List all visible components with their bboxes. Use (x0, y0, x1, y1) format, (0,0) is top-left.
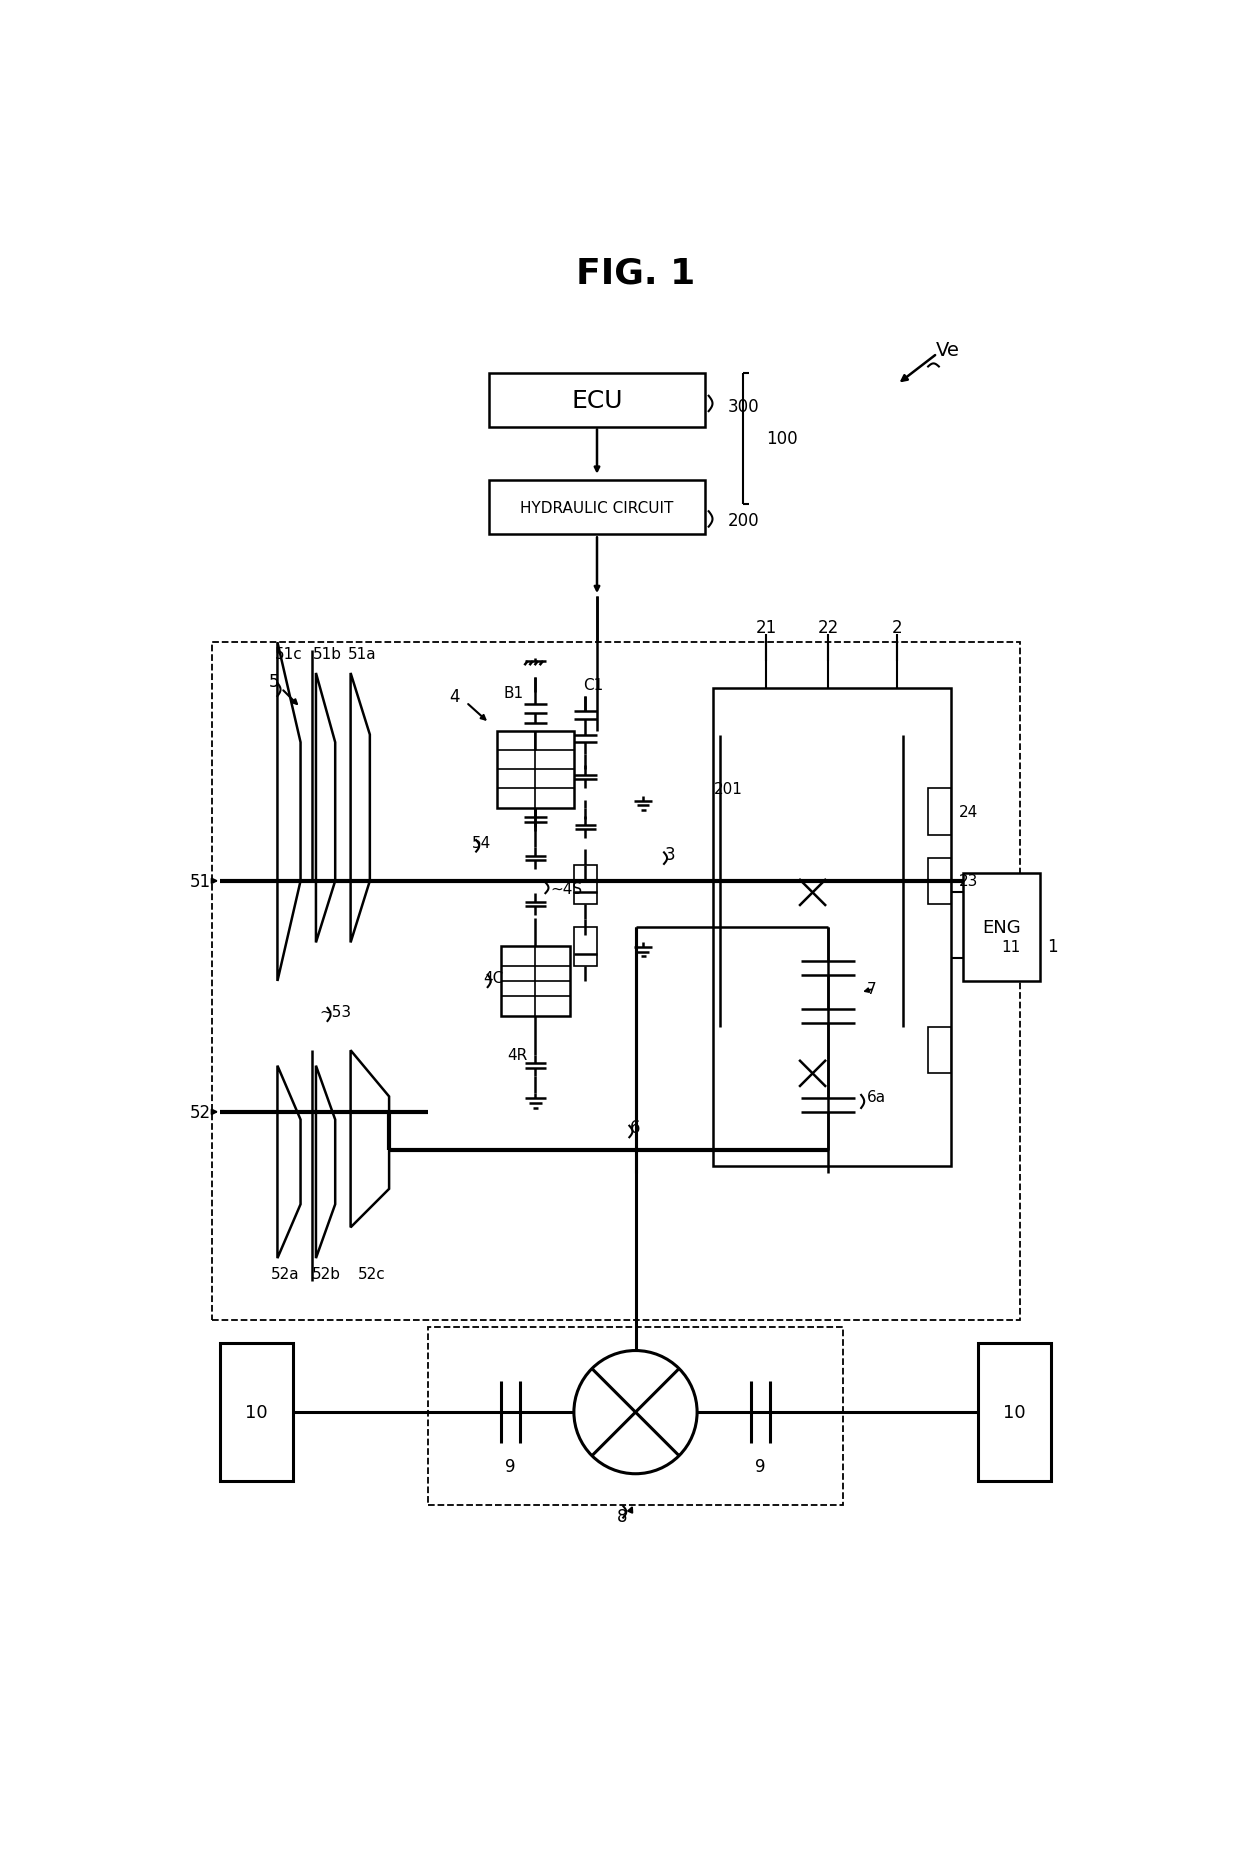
Bar (978, 1343, 1052, 1482)
Polygon shape (351, 673, 370, 942)
Text: 52b: 52b (311, 1267, 341, 1282)
Text: 10: 10 (1003, 1404, 1025, 1421)
Text: 54: 54 (472, 835, 491, 850)
Text: FIG. 1: FIG. 1 (575, 256, 696, 291)
Text: ~4S: ~4S (551, 881, 583, 896)
Text: 300: 300 (728, 397, 760, 416)
Bar (501, 946, 570, 1017)
Bar (490, 373, 704, 427)
Text: 3: 3 (665, 846, 676, 863)
Text: 52c: 52c (358, 1267, 386, 1282)
Text: 52a: 52a (270, 1267, 300, 1282)
Bar (574, 866, 596, 905)
Text: 201: 201 (713, 781, 743, 796)
Text: 22: 22 (817, 618, 838, 636)
Text: 11: 11 (1002, 939, 1021, 953)
Bar (428, 1328, 843, 1504)
Text: 24: 24 (959, 805, 978, 820)
Text: 9: 9 (505, 1458, 516, 1475)
Text: 6: 6 (630, 1119, 641, 1137)
Text: 51b: 51b (312, 647, 342, 662)
Bar (713, 688, 951, 1167)
Text: 6a: 6a (867, 1089, 885, 1104)
Polygon shape (278, 1067, 300, 1258)
Bar (928, 1028, 951, 1074)
Text: 2: 2 (892, 618, 903, 636)
Text: 51: 51 (190, 872, 211, 890)
Text: 51c: 51c (275, 647, 303, 662)
Text: ~53: ~53 (319, 1005, 351, 1020)
Bar (497, 731, 574, 809)
Text: 10: 10 (244, 1404, 267, 1421)
Text: Ve: Ve (936, 341, 960, 360)
Text: 100: 100 (766, 430, 799, 447)
Text: 4R: 4R (507, 1046, 527, 1063)
Polygon shape (316, 673, 335, 942)
Bar (928, 859, 951, 905)
Bar (219, 1343, 293, 1482)
Polygon shape (316, 1067, 335, 1258)
Text: 1: 1 (1048, 939, 1058, 955)
Text: 23: 23 (959, 874, 978, 889)
Polygon shape (351, 1050, 389, 1228)
Bar (574, 928, 596, 966)
Text: 9: 9 (755, 1458, 765, 1475)
Text: ENG: ENG (982, 918, 1021, 937)
Text: 52: 52 (190, 1104, 211, 1120)
Bar (928, 788, 951, 835)
Text: 4C: 4C (482, 970, 503, 985)
Text: C1: C1 (583, 677, 604, 692)
Bar (212, 644, 1021, 1321)
Text: B1: B1 (503, 684, 523, 701)
Polygon shape (278, 644, 300, 981)
Text: 5: 5 (268, 672, 279, 690)
Text: 200: 200 (728, 512, 760, 531)
Text: 21: 21 (755, 618, 777, 636)
Text: ECU: ECU (572, 388, 622, 412)
Text: 8: 8 (618, 1508, 627, 1525)
Bar (962, 874, 1040, 981)
Bar (490, 480, 704, 534)
Text: 7: 7 (867, 981, 877, 996)
Text: HYDRAULIC CIRCUIT: HYDRAULIC CIRCUIT (521, 501, 673, 516)
Text: 51a: 51a (348, 647, 377, 662)
Text: 4: 4 (449, 688, 460, 705)
